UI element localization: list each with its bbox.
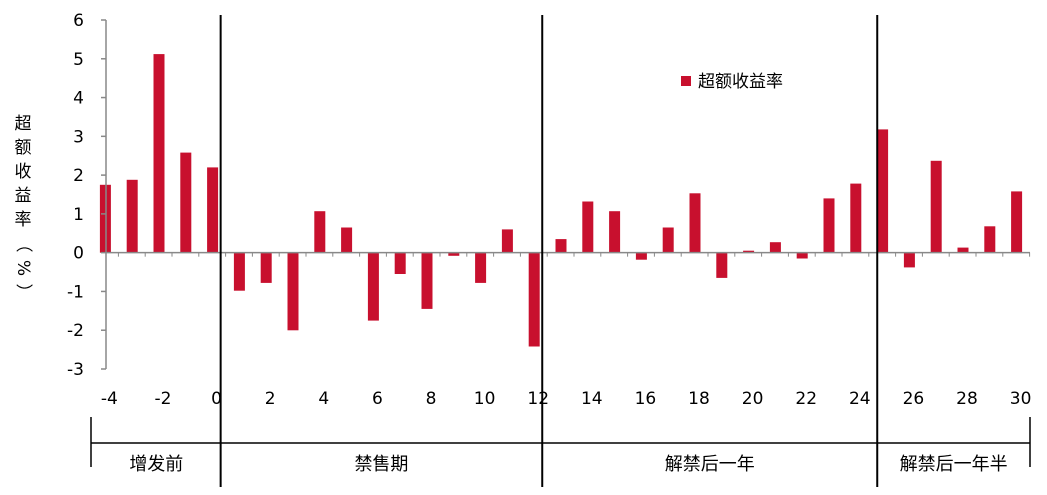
x-tick-label: 24 — [849, 389, 871, 409]
bar — [314, 211, 326, 253]
y-tick-label: 6 — [73, 11, 84, 31]
bar — [341, 227, 353, 253]
y-axis-label: 超 额 收 益 率 （ % ） — [8, 112, 38, 304]
bars-group — [99, 54, 1023, 347]
bar — [609, 211, 621, 253]
y-tick-label: 2 — [73, 166, 84, 186]
x-tick-label: 20 — [742, 389, 764, 409]
y-tick-label: 3 — [73, 127, 84, 147]
bar — [475, 252, 487, 283]
x-tick-label: 6 — [372, 389, 383, 409]
bar — [180, 152, 192, 253]
bar — [260, 252, 272, 283]
x-tick-label: 8 — [426, 389, 437, 409]
bar — [582, 201, 594, 253]
bar — [957, 247, 969, 253]
y-tick-label: -2 — [67, 321, 84, 341]
y-tick-label: -3 — [67, 360, 84, 380]
bar — [984, 226, 996, 253]
y-tick-label: -1 — [67, 282, 84, 302]
x-tick-label: -4 — [101, 389, 118, 409]
bar — [743, 250, 755, 253]
x-tick-label: 14 — [581, 389, 603, 409]
legend: 超额收益率 — [681, 72, 783, 92]
bar — [153, 54, 165, 253]
bar — [877, 129, 889, 253]
x-tick-label: 26 — [903, 389, 925, 409]
bar — [1011, 191, 1023, 253]
x-tick-label: 4 — [318, 389, 329, 409]
x-tick-label: 28 — [956, 389, 978, 409]
bar — [850, 183, 862, 253]
y-tick-label: 1 — [73, 205, 84, 225]
period-label: 增发前 — [129, 454, 183, 475]
x-tick-label: -2 — [155, 389, 172, 409]
x-tick-label: 2 — [265, 389, 276, 409]
bar — [528, 252, 540, 347]
y-axis-label-char: 收 — [14, 162, 32, 182]
bar — [769, 242, 781, 253]
bar — [823, 198, 835, 253]
period-label: 解禁后一年半 — [900, 454, 1008, 475]
axes-group — [90, 15, 1031, 487]
bar — [796, 252, 808, 259]
bar — [367, 252, 379, 321]
bar — [421, 252, 433, 309]
y-tick-label: 5 — [73, 50, 84, 70]
bar — [689, 193, 701, 253]
bar — [635, 252, 647, 260]
x-tick-label: 10 — [474, 389, 496, 409]
legend-swatch — [681, 76, 691, 86]
period-label: 解禁后一年 — [665, 454, 755, 475]
x-tick-label: 16 — [635, 389, 657, 409]
bar — [930, 160, 942, 253]
bar — [662, 227, 674, 253]
x-tick-label: 12 — [527, 389, 549, 409]
x-tick-label: 18 — [688, 389, 710, 409]
x-tick-label: 0 — [211, 389, 222, 409]
y-axis-label-char: 超 — [14, 114, 32, 134]
y-tick-label: 0 — [73, 244, 84, 264]
bar — [448, 252, 460, 256]
bar — [903, 252, 915, 268]
y-axis-label-char: 益 — [14, 186, 32, 206]
y-tick-label: 4 — [73, 89, 84, 109]
period-label: 禁售期 — [354, 454, 408, 475]
y-axis-label-char: 率 — [14, 210, 32, 230]
bar — [394, 252, 406, 274]
bar — [233, 252, 245, 291]
bar — [287, 252, 299, 331]
x-tick-label: 30 — [1010, 389, 1032, 409]
bar — [716, 252, 728, 278]
legend-label: 超额收益率 — [698, 72, 783, 92]
bar — [207, 167, 219, 253]
bar — [126, 179, 138, 253]
bar — [555, 239, 567, 253]
bar — [501, 229, 513, 253]
y-axis-label-char: 额 — [14, 138, 32, 158]
x-tick-label: 22 — [795, 389, 817, 409]
